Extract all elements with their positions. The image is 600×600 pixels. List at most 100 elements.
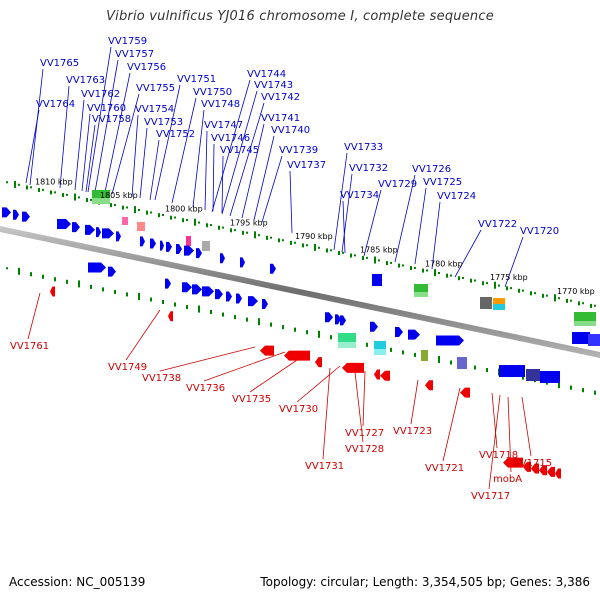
genome-summary-text: Topology: circular; Length: 3,354,505 bp… [260,575,590,589]
scale-tick [266,235,268,240]
gene-label: VV1715 [513,458,552,469]
scale-tick [186,305,188,310]
guide-dot [6,267,8,270]
gene-leader-line [342,200,346,254]
forward-gene-arrow [196,248,202,259]
forward-gene-arrow [340,315,346,326]
gene-label: VV1754 [135,104,174,115]
scale-tick [306,330,308,335]
gene-leader-line [25,109,40,184]
scale-tick [282,325,284,330]
scale-tick [542,293,544,298]
gene-leader-line [27,292,41,340]
gene-leader-line [203,351,286,382]
gene-label: VV1756 [127,62,166,73]
scale-tick [50,190,52,195]
scale-tick [398,263,400,268]
reverse-gene-arrow [284,350,310,361]
scale-tick [578,301,580,306]
scale-tick [594,390,596,395]
guide-dot [426,269,428,272]
gene-leader-line [81,113,91,192]
guide-dot [54,191,56,194]
gene-leader-line [212,143,215,212]
gene-leader-line [504,236,524,288]
scale-tick [170,215,172,220]
gene-leader-line [363,189,382,257]
scale-tick [482,281,484,286]
scale-tick [470,278,472,283]
forward-gene-arrow [166,241,172,252]
guide-dot [546,294,548,297]
forward-gene-arrow [236,293,242,304]
guide-dot [210,224,212,227]
gene-label: VV1761 [10,341,49,352]
gene-label: VV1729 [378,179,417,190]
guide-dot [138,208,140,211]
scale-tick [14,180,16,188]
gene-leader-line [85,124,96,193]
gene-label: VV1747 [204,120,243,131]
guide-dot [114,203,116,206]
forward-gene-arrow [395,326,403,337]
guide-dot [282,239,284,242]
scale-tick [134,206,136,214]
gene-leader-line [322,367,331,460]
forward-gene-arrow [13,209,19,220]
scale-tick [458,276,460,281]
feature-box [414,292,428,297]
scale-tick [278,238,280,243]
reverse-gene-arrow [503,457,523,468]
scale-tick [54,277,56,282]
scale-tick [138,292,140,300]
reverse-gene-arrow [380,370,390,381]
gene-label: VV1728 [345,444,384,455]
feature-box [421,350,428,361]
gene-leader-line [414,187,427,265]
kbp-label: 1785 kbp [360,246,398,255]
forward-gene-arrow [408,329,420,340]
scale-tick [294,327,296,332]
forward-gene-arrow [370,321,378,332]
gene-leader-line [341,173,353,253]
gene-label: VV1724 [437,191,476,202]
reverse-gene-arrow [547,466,555,477]
scale-tick [126,292,128,297]
feature-box [588,334,600,346]
scale-tick [362,256,364,261]
gene-leader-line [488,394,501,490]
guide-dot [198,221,200,224]
scale-tick [582,388,584,393]
guide-dot [186,219,188,222]
forward-gene-arrow [248,296,258,307]
forward-gene-arrow [57,218,71,229]
scale-tick [198,305,200,313]
scale-tick [86,198,88,203]
gene-label: VV1735 [232,394,271,405]
gene-leader-line [410,379,419,425]
accession-text: Accession: NC_005139 [9,575,146,589]
forward-gene-arrow [226,291,232,302]
scale-tick [438,355,440,363]
gene-leader-line [211,79,251,213]
scale-tick [318,330,320,338]
gene-label: VV1717 [471,491,510,502]
scale-tick [30,272,32,277]
scale-tick [302,243,304,248]
scale-tick [390,347,392,352]
gene-leader-line [333,152,348,251]
gene-label: VV1758 [92,114,131,125]
scale-tick [74,193,76,201]
gene-leader-line [394,174,416,263]
scale-tick [338,250,340,255]
gene-leader-line [354,371,364,443]
guide-dot [462,277,464,280]
forward-gene-arrow [436,335,464,346]
gene-leader-line [29,68,44,186]
guide-dot [522,289,524,292]
scale-tick [90,284,92,289]
gene-label: VV1757 [115,49,154,60]
scale-tick [42,274,44,279]
gene-leader-line [139,127,148,199]
